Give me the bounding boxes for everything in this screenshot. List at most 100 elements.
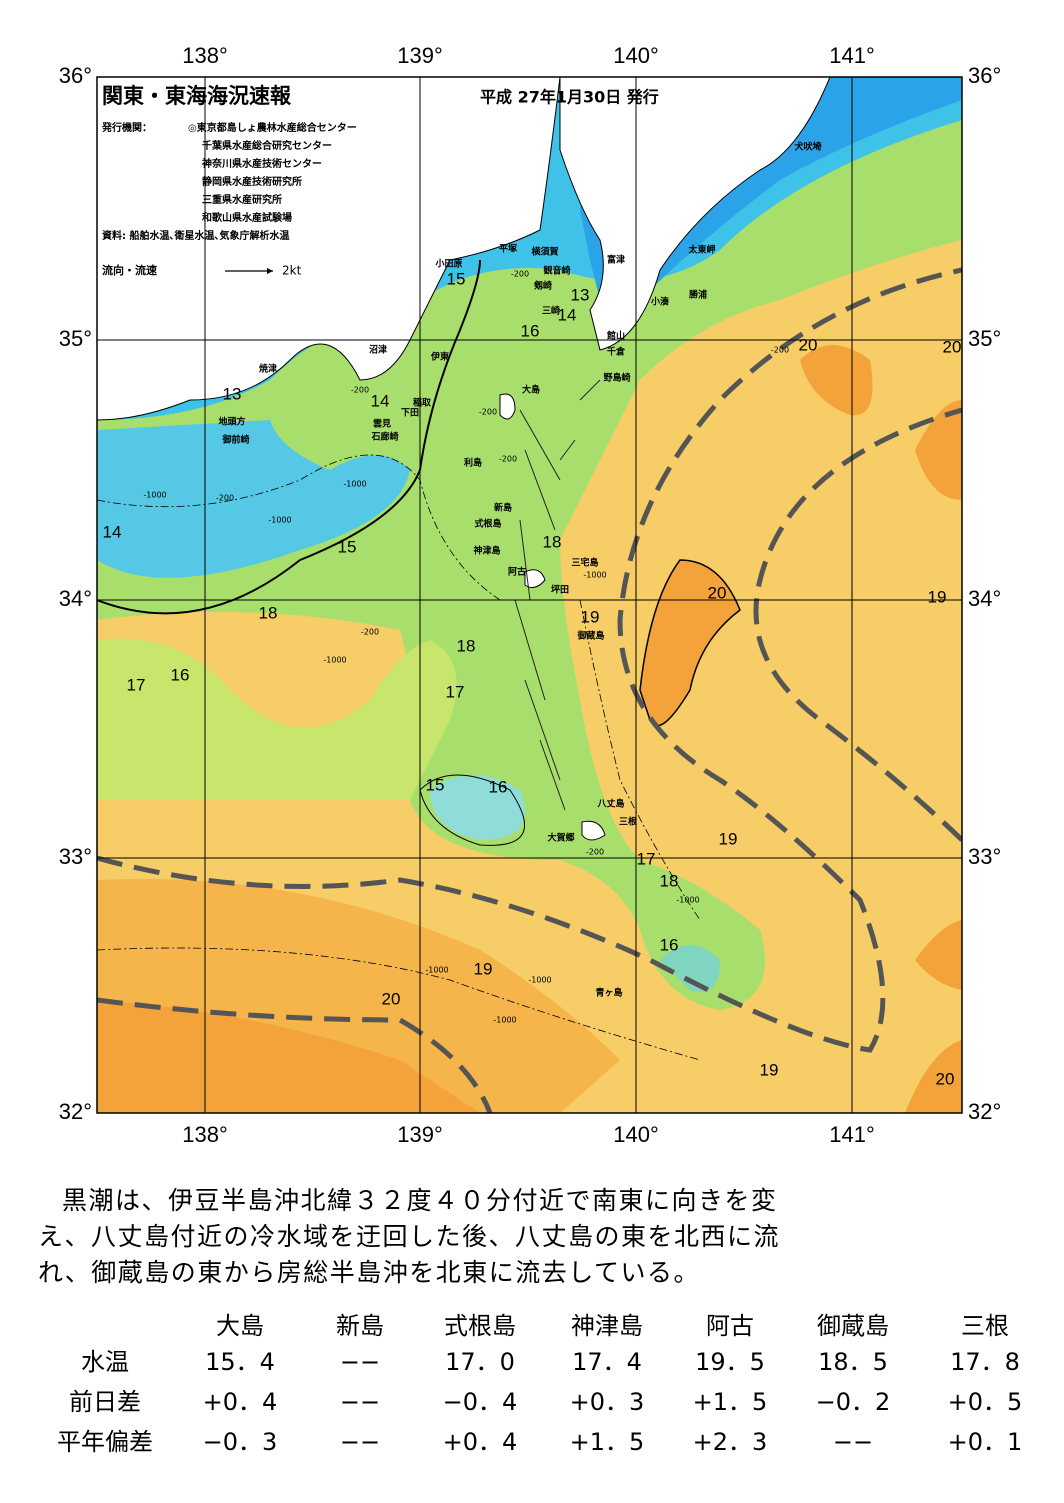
table-cell: −0．3 [203,1428,278,1456]
isotherm-label: 20 [799,335,818,354]
isotherm-label: 20 [936,1069,955,1088]
isotherm-label: 19 [760,1060,779,1079]
place-name: 犬吠埼 [793,141,821,153]
place-name: 御蔵島 [576,630,604,642]
isotherm-label: 15 [338,537,357,556]
lat-label-right: 36° [968,63,1001,88]
place-name: 大島 [522,384,540,396]
table-cell: +0．5 [948,1388,1023,1416]
place-name: 焼津 [259,363,277,375]
table-cell: −− [340,1348,380,1376]
depth-label: -1000 [583,571,606,580]
lat-label-left: 32° [59,1099,92,1124]
place-name: 勝浦 [689,289,707,301]
lat-label-right: 33° [968,844,1001,869]
row-label: 水温 [81,1348,129,1376]
place-name: 館山 [606,330,625,342]
legend-label: 流向・流速 [102,263,157,277]
isotherm-label: 19 [474,959,493,978]
isotherm-label: 18 [457,636,476,655]
depth-label: -200 [499,455,517,464]
isotherm-label: 20 [382,989,401,1008]
place-name: 下田 [401,408,419,419]
table-cell: −− [340,1388,380,1416]
isotherm-label: 15 [426,775,445,794]
place-name: 観音崎 [543,265,570,277]
table-cell: 19．5 [695,1348,765,1376]
place-name: 青ヶ島 [595,987,622,999]
isotherm-label: 13 [223,384,242,403]
isotherm-label: 20 [708,583,727,602]
table-header: 三根 [961,1312,1009,1340]
lat-label-right: 32° [968,1099,1001,1124]
issue-date: 平成 27年1月30日 発行 [480,88,659,107]
lon-label-top: 141° [829,43,875,68]
isotherm-label: 17 [127,675,146,694]
isotherm-label: 16 [489,777,508,796]
table-cell: 17．8 [950,1348,1020,1376]
lat-label-left: 35° [59,326,92,351]
lat-label-left: 34° [59,586,92,611]
isotherm-label: 19 [581,607,600,626]
place-name: 野島崎 [603,372,630,384]
depth-label: -1000 [676,896,699,905]
table-cell: −0．4 [443,1388,518,1416]
depth-label: -1000 [143,491,166,500]
place-name: 雲見 [373,418,391,430]
depth-label: -200 [511,270,529,279]
place-name: 小田原 [434,258,462,270]
sea-temperature-map [97,77,962,1113]
lon-label-bottom: 140° [613,1122,659,1147]
table-cell: +1．5 [570,1428,645,1456]
graticule [97,77,962,1113]
publisher: ◎東京都島しょ農林水産総合センター [188,121,357,134]
description-line: え、八丈島付近の冷水域を迂回した後、八丈島の東を北西に流 [38,1222,780,1251]
isotherm-label: 16 [171,665,190,684]
publisher: 千葉県水産総合研究センター [202,139,332,152]
isotherm-label: 16 [660,935,679,954]
place-name: 神津島 [473,545,500,557]
publisher: 三重県水産研究所 [202,193,282,206]
depth-label: -200 [771,346,789,355]
place-name: 八丈島 [596,798,624,810]
table-header: 御蔵島 [817,1312,889,1340]
isotherm-label: 15 [447,269,466,288]
place-name: 阿古 [508,566,526,578]
lon-label-bottom: 141° [829,1122,875,1147]
publisher: 静岡県水産技術研究所 [202,175,302,188]
place-name: 伊東 [430,351,449,363]
depth-label: -1000 [425,966,448,975]
kuroshio-axis [97,267,962,1113]
lat-label-left: 36° [59,63,92,88]
table-cell: +1．5 [693,1388,768,1416]
table-cell: −− [340,1428,380,1456]
lon-label-bottom: 139° [397,1122,443,1147]
lon-label-top: 140° [613,43,659,68]
isotherm-label: 19 [928,587,947,606]
legend-arrowhead [267,268,273,274]
isotherm-label: 13 [571,285,590,304]
place-name: 沼津 [369,344,387,356]
place-name: 御前崎 [221,434,249,446]
data-source: 資料: 船舶水温､衛星水温､気象庁解析水温 [102,229,289,242]
place-name: 式根島 [474,518,501,530]
lon-label-top: 139° [397,43,443,68]
table-cell: +2．3 [693,1428,768,1456]
depth-label: -1000 [493,1016,516,1025]
isobaths [97,454,701,1061]
table-header: 阿古 [706,1312,754,1340]
depth-label: -200 [586,848,604,857]
place-name: 三崎 [542,305,560,317]
map-title: 関東・東海海況速報 [102,84,292,108]
depth-label: -200 [351,386,369,395]
place-name: 千倉 [607,346,626,358]
table-cell: +0．4 [443,1428,518,1456]
place-name: 富津 [607,254,625,266]
table-header: 新島 [336,1312,384,1340]
row-label: 前日差 [69,1388,141,1416]
place-name: 地頭方 [218,416,245,428]
place-name: 稲取 [413,397,432,409]
row-label: 平年偏差 [57,1428,153,1456]
isotherm-label: 18 [259,603,278,622]
lon-label-top: 138° [182,43,228,68]
